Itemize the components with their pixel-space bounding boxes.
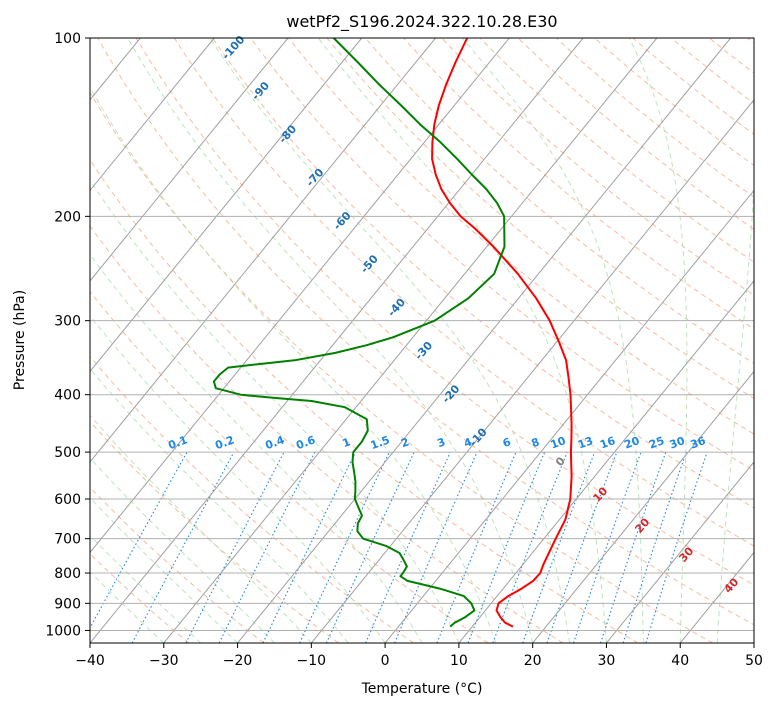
chart-title: wetPf2_S196.2024.322.10.28.E30: [286, 12, 557, 32]
y-tick-label: 800: [54, 566, 81, 582]
y-tick-label: 400: [54, 388, 81, 404]
x-tick-label: −20: [223, 653, 253, 669]
x-axis-label: Temperature (°C): [361, 681, 483, 697]
x-tick-label: 10: [450, 653, 468, 669]
x-tick-label: −40: [75, 653, 105, 669]
y-axis-label: Pressure (hPa): [12, 290, 28, 390]
y-tick-label: 700: [54, 532, 81, 548]
x-tick-label: 20: [524, 653, 542, 669]
y-tick-label: 100: [54, 31, 81, 47]
plot-area: [0, 38, 775, 643]
x-tick-label: −30: [149, 653, 179, 669]
y-tick-label: 200: [54, 209, 81, 225]
y-tick-label: 900: [54, 596, 81, 612]
y-tick-label: 500: [54, 445, 81, 461]
x-tick-label: 30: [598, 653, 616, 669]
y-tick-label: 600: [54, 492, 81, 508]
y-tick-label: 300: [54, 314, 81, 330]
x-tick-label: 50: [745, 653, 763, 669]
x-tick-label: −10: [297, 653, 327, 669]
x-tick-label: 0: [381, 653, 390, 669]
x-tick-label: 40: [671, 653, 689, 669]
y-tick-label: 1000: [45, 623, 81, 639]
